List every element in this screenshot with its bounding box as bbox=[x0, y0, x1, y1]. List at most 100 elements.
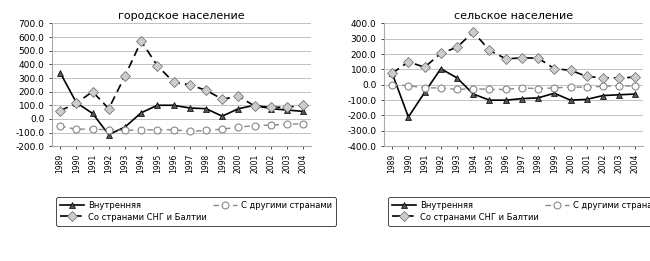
С другими странами bbox=[300, 122, 307, 125]
Внутренняя bbox=[551, 92, 558, 95]
Внутренняя bbox=[72, 101, 80, 104]
Внутренняя bbox=[56, 71, 64, 74]
Внутренняя bbox=[202, 107, 210, 110]
Внутренняя bbox=[251, 104, 259, 107]
Title: сельское население: сельское население bbox=[454, 11, 573, 21]
Со странами СНГ и Балтии bbox=[551, 67, 558, 70]
Внутренняя bbox=[453, 76, 461, 80]
С другими странами bbox=[72, 128, 80, 131]
Внутренняя bbox=[404, 115, 412, 118]
С другими странами bbox=[88, 128, 96, 131]
С другими странами bbox=[421, 86, 428, 90]
Со странами СНГ и Балтии bbox=[202, 89, 210, 92]
С другими странами bbox=[251, 124, 259, 127]
Со странами СНГ и Балтии bbox=[186, 83, 194, 86]
Внутренняя bbox=[137, 111, 145, 114]
С другими странами bbox=[202, 129, 210, 132]
Внутренняя bbox=[502, 99, 510, 102]
Title: городское население: городское население bbox=[118, 11, 245, 21]
Внутренняя bbox=[567, 99, 575, 102]
Со странами СНГ и Балтии bbox=[235, 95, 242, 98]
Со странами СНГ и Балтии bbox=[534, 56, 542, 60]
С другими странами bbox=[632, 85, 640, 88]
Со странами СНГ и Балтии bbox=[632, 76, 640, 79]
Внутренняя bbox=[534, 96, 542, 99]
Внутренняя bbox=[583, 98, 591, 101]
Со странами СНГ и Балтии bbox=[437, 52, 445, 55]
Внутренняя bbox=[469, 92, 477, 96]
Со странами СНГ и Балтии bbox=[502, 57, 510, 60]
Со странами СНГ и Балтии bbox=[404, 60, 412, 63]
Со странами СНГ и Балтии bbox=[88, 90, 96, 93]
Внутренняя bbox=[121, 126, 129, 129]
Line: С другими странами: С другими странами bbox=[389, 81, 639, 93]
Со странами СНГ и Балтии bbox=[486, 49, 493, 52]
С другими странами bbox=[567, 86, 575, 89]
С другими странами bbox=[518, 86, 526, 90]
Со странами СНГ и Балтии bbox=[170, 81, 177, 84]
Внутренняя bbox=[632, 92, 640, 96]
С другими странами bbox=[404, 84, 412, 87]
С другими странами bbox=[616, 84, 623, 87]
С другими странами bbox=[283, 123, 291, 126]
Line: Внутренняя: Внутренняя bbox=[57, 69, 307, 138]
Со странами СНГ и Балтии bbox=[453, 46, 461, 49]
Со странами СНГ и Балтии bbox=[137, 40, 145, 43]
Со странами СНГ и Балтии bbox=[251, 104, 259, 108]
Внутренняя bbox=[235, 107, 242, 110]
Со странами СНГ и Балтии bbox=[616, 76, 623, 80]
С другими странами bbox=[599, 85, 607, 88]
Внутренняя bbox=[300, 110, 307, 113]
Со странами СНГ и Балтии bbox=[218, 98, 226, 101]
С другими странами bbox=[170, 128, 177, 131]
С другими странами bbox=[486, 88, 493, 91]
Legend: Внутренняя, Со странами СНГ и Балтии, С другими странами: Внутренняя, Со странами СНГ и Балтии, С … bbox=[388, 197, 650, 226]
Внутренняя bbox=[518, 97, 526, 100]
С другими странами bbox=[453, 88, 461, 91]
Со странами СНГ и Балтии bbox=[105, 107, 112, 110]
Со странами СНГ и Балтии bbox=[267, 106, 275, 109]
Line: Внутренняя: Внутренняя bbox=[389, 65, 639, 121]
С другими странами bbox=[56, 125, 64, 128]
Со странами СНГ и Балтии bbox=[421, 66, 428, 69]
Внутренняя bbox=[186, 106, 194, 110]
С другими странами bbox=[267, 123, 275, 127]
Внутренняя bbox=[267, 107, 275, 110]
Внутренняя bbox=[599, 94, 607, 97]
С другими странами bbox=[388, 83, 396, 86]
Со странами СНГ и Балтии bbox=[72, 102, 80, 105]
Внутренняя bbox=[153, 104, 161, 107]
С другими странами bbox=[137, 128, 145, 131]
Line: Со странами СНГ и Балтии: Со странами СНГ и Балтии bbox=[57, 38, 307, 114]
С другими странами bbox=[534, 87, 542, 90]
Внутренняя bbox=[105, 133, 112, 136]
С другими странами bbox=[186, 130, 194, 133]
Со странами СНГ и Балтии bbox=[56, 109, 64, 112]
Со странами СНГ и Балтии bbox=[518, 56, 526, 60]
Внутренняя bbox=[388, 72, 396, 75]
Legend: Внутренняя, Со странами СНГ и Балтии, С другими странами: Внутренняя, Со странами СНГ и Балтии, С … bbox=[56, 197, 336, 226]
С другими странами bbox=[502, 88, 510, 91]
Внутренняя bbox=[283, 109, 291, 112]
Line: Со странами СНГ и Балтии: Со странами СНГ и Балтии bbox=[389, 28, 639, 81]
С другими странами bbox=[551, 86, 558, 90]
С другими странами bbox=[437, 86, 445, 90]
С другими странами bbox=[121, 129, 129, 132]
Со странами СНГ и Балтии bbox=[300, 104, 307, 107]
Со странами СНГ и Балтии bbox=[599, 76, 607, 80]
С другими странами bbox=[583, 86, 591, 89]
Внутренняя bbox=[486, 99, 493, 102]
Внутренняя bbox=[437, 67, 445, 70]
Со странами СНГ и Балтии bbox=[388, 72, 396, 75]
С другими странами bbox=[105, 128, 112, 131]
Со странами СНГ и Балтии bbox=[567, 69, 575, 72]
Со странами СНГ и Балтии bbox=[153, 64, 161, 67]
С другими странами bbox=[218, 128, 226, 131]
Внутренняя bbox=[88, 112, 96, 115]
Внутренняя bbox=[421, 91, 428, 94]
Со странами СНГ и Балтии bbox=[469, 30, 477, 33]
Line: С другими странами: С другими странами bbox=[57, 120, 307, 135]
Со странами СНГ и Балтии bbox=[121, 74, 129, 78]
Внутренняя bbox=[616, 93, 623, 96]
Со странами СНГ и Балтии bbox=[583, 75, 591, 78]
